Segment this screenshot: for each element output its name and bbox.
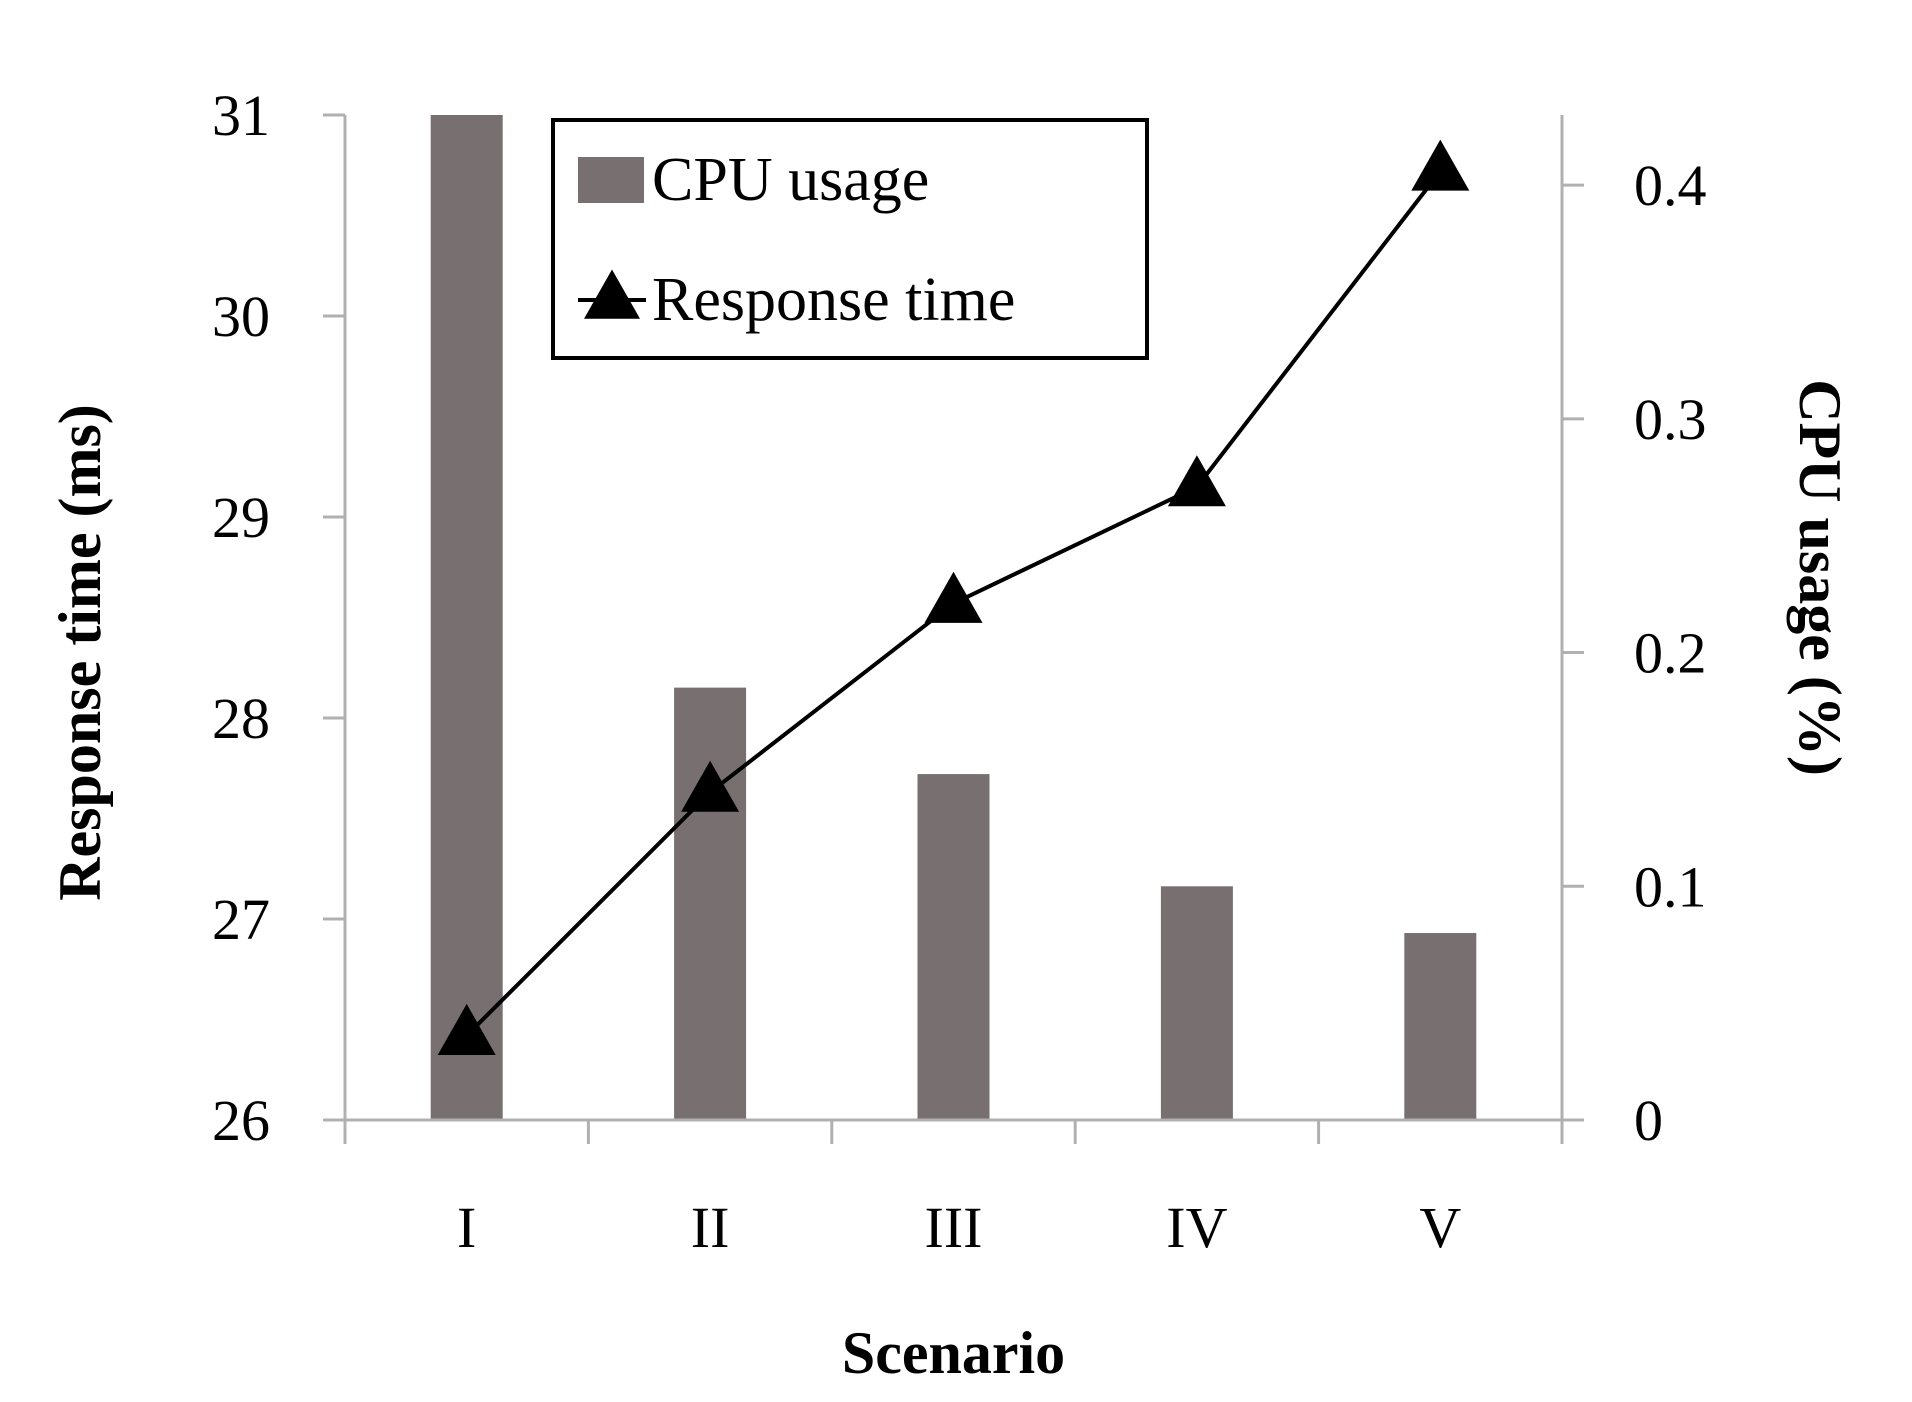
legend-box <box>551 118 1149 360</box>
x-tick-label-ii: II <box>691 1195 730 1260</box>
x-tick-label-i: I <box>457 1195 476 1260</box>
marker-response-time-iii <box>924 571 983 623</box>
legend-swatch-cpu-usage <box>578 157 644 203</box>
y-tick-label: 28 <box>212 686 270 751</box>
y2-tick-label: 0.2 <box>1634 621 1707 686</box>
marker-response-time-v <box>1411 139 1470 191</box>
x-tick-label-iii: III <box>925 1195 983 1260</box>
x-tick-label-iv: IV <box>1166 1195 1227 1260</box>
y2-tick-label: 0.1 <box>1634 854 1707 919</box>
y-tick-label: 30 <box>212 284 270 349</box>
y2-tick-label: 0.4 <box>1634 153 1707 218</box>
x-axis-title: Scenario <box>842 1320 1065 1386</box>
bar-cpu-usage-ii <box>674 687 747 1120</box>
y-tick-label: 29 <box>212 485 270 550</box>
y2-tick-label: 0 <box>1634 1088 1663 1153</box>
marker-response-time-iv <box>1167 455 1226 507</box>
bar-cpu-usage-iv <box>1160 886 1233 1120</box>
y-tick-label: 31 <box>212 83 270 148</box>
y-tick-label: 27 <box>212 887 270 952</box>
y-axis-title: Response time (ms) <box>47 404 113 901</box>
legend-label-response-time: Response time <box>652 266 1015 334</box>
legend-marker-response-time <box>584 269 640 319</box>
marker-response-time-i <box>437 1003 496 1055</box>
y-tick-label: 26 <box>212 1088 270 1153</box>
y2-axis-title: CPU usage (%) <box>1787 379 1853 776</box>
marker-response-time-ii <box>681 760 740 812</box>
axis-titles-layer: Scenario Response time (ms) CPU usage (%… <box>47 379 1853 1386</box>
x-tick-label-v: V <box>1419 1195 1461 1260</box>
bars-layer <box>430 115 1477 1120</box>
line-layer <box>437 139 1470 1055</box>
y2-tick-label: 0.3 <box>1634 387 1707 452</box>
bar-cpu-usage-v <box>1404 933 1477 1120</box>
bar-cpu-usage-iii <box>917 774 990 1120</box>
legend: CPU usage Response time <box>551 118 1149 360</box>
bar-cpu-usage-i <box>430 115 503 1120</box>
legend-label-cpu-usage: CPU usage <box>652 146 929 214</box>
